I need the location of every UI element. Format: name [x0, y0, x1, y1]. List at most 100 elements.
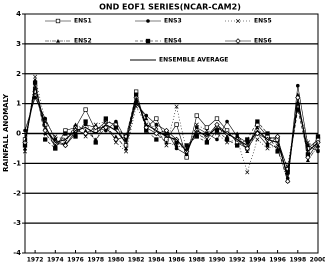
- marker: [144, 116, 149, 121]
- marker: [194, 131, 199, 136]
- marker: [205, 131, 209, 136]
- marker: [83, 119, 88, 124]
- x-tick-label: 1974: [47, 257, 64, 264]
- legend-marker: [235, 18, 241, 24]
- marker: [153, 130, 160, 137]
- y-tick-label: -4: [13, 249, 21, 257]
- legend-label: ENS2: [74, 38, 92, 45]
- x-tick-label: 1994: [249, 257, 266, 264]
- marker: [124, 146, 129, 151]
- marker: [265, 131, 270, 136]
- marker: [113, 140, 118, 145]
- marker: [316, 149, 320, 154]
- marker: [305, 158, 310, 162]
- x-tick-label: 1992: [229, 257, 246, 264]
- marker: [73, 122, 78, 127]
- marker: [215, 137, 219, 142]
- marker: [154, 125, 159, 130]
- y-tick-label: -1: [13, 159, 21, 167]
- marker: [174, 146, 179, 151]
- marker: [194, 122, 199, 127]
- marker: [295, 83, 300, 88]
- marker: [184, 152, 189, 157]
- marker: [295, 94, 301, 101]
- y-axis-label: RAINFALL ANOMALY: [2, 93, 10, 172]
- marker: [33, 77, 38, 82]
- x-tick-label: 1976: [67, 257, 84, 264]
- y-tick-label: -3: [13, 219, 21, 227]
- marker: [163, 127, 170, 134]
- marker: [265, 146, 270, 151]
- marker: [23, 146, 27, 151]
- marker: [224, 137, 230, 142]
- marker: [123, 149, 129, 154]
- marker: [225, 119, 229, 124]
- marker: [235, 134, 239, 139]
- marker: [114, 119, 118, 124]
- marker: [113, 125, 119, 130]
- legend-marker: [235, 38, 241, 44]
- legend-marker: [145, 38, 151, 44]
- marker: [143, 124, 149, 131]
- marker: [255, 119, 260, 124]
- marker: [305, 154, 311, 161]
- marker: [204, 125, 210, 130]
- marker: [214, 131, 220, 136]
- y-tick-label: 4: [16, 10, 21, 18]
- marker: [284, 178, 291, 184]
- legend-marker: [56, 39, 60, 43]
- x-tick-label: 1978: [87, 257, 104, 264]
- marker: [93, 122, 98, 127]
- legend-label: ENS3: [164, 18, 182, 25]
- marker: [73, 125, 78, 130]
- marker: [255, 137, 260, 142]
- y-tick-label: 0: [16, 130, 21, 138]
- marker: [82, 130, 89, 137]
- series-line: [24, 85, 319, 176]
- x-tick-label: 1988: [188, 257, 205, 264]
- marker: [244, 145, 250, 152]
- marker: [255, 125, 260, 130]
- marker: [113, 134, 118, 139]
- legend-marker: [55, 18, 61, 24]
- legend-marker: [146, 19, 150, 23]
- marker: [245, 170, 250, 175]
- x-tick-label: 1990: [209, 257, 226, 264]
- legend-label: ENS1: [74, 18, 92, 25]
- marker: [83, 134, 88, 139]
- x-tick-label: 1982: [128, 257, 145, 264]
- marker: [194, 134, 199, 139]
- legend-label: ENS4: [164, 38, 182, 45]
- marker: [225, 134, 230, 139]
- marker: [274, 133, 281, 140]
- marker: [235, 143, 240, 148]
- marker: [154, 122, 159, 127]
- marker: [194, 125, 199, 130]
- marker: [23, 128, 27, 133]
- marker: [245, 149, 250, 154]
- marker: [315, 134, 321, 139]
- marker: [265, 143, 270, 148]
- marker: [32, 80, 38, 85]
- marker: [235, 131, 240, 136]
- marker: [63, 140, 68, 145]
- x-tick-label: 1980: [108, 257, 125, 264]
- marker: [93, 124, 99, 131]
- marker: [62, 142, 69, 149]
- marker: [204, 128, 209, 133]
- x-tick-label: 1998: [289, 257, 306, 264]
- marker: [103, 116, 108, 121]
- marker: [315, 146, 321, 151]
- marker: [103, 124, 109, 131]
- marker: [63, 131, 68, 136]
- y-tick-label: 3: [16, 40, 21, 48]
- y-tick-label: -2: [13, 189, 21, 197]
- marker: [275, 149, 280, 154]
- y-tick-label: 1: [16, 100, 21, 108]
- marker: [53, 146, 58, 151]
- marker: [164, 143, 169, 148]
- marker: [204, 137, 209, 142]
- x-tick-label: 2000: [310, 257, 325, 264]
- marker: [174, 104, 179, 109]
